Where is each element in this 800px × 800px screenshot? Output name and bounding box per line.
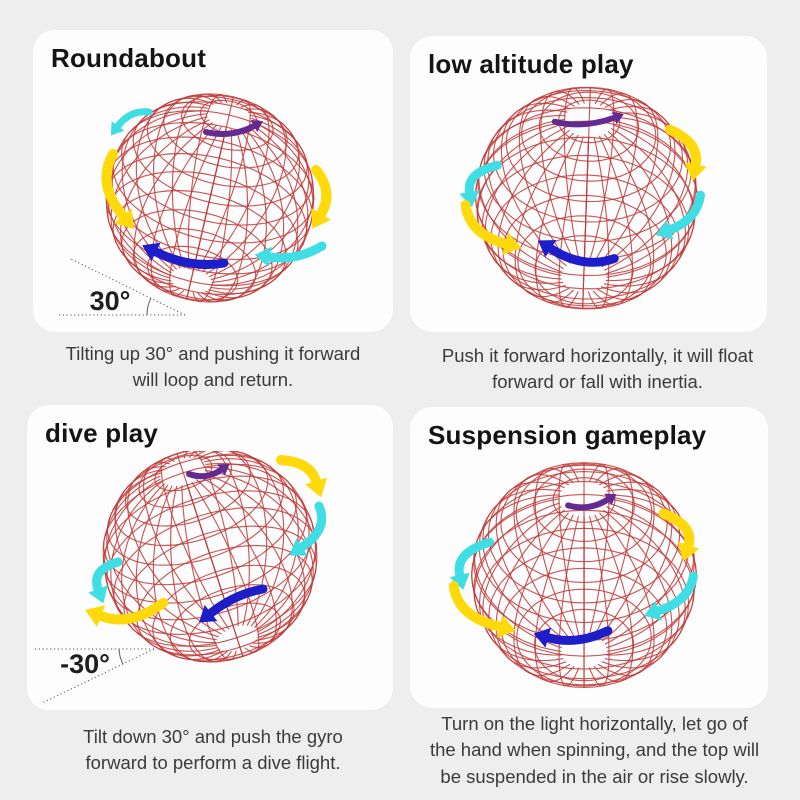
spin-arrow-yellow <box>276 455 327 498</box>
panel-title: low altitude play <box>428 49 634 79</box>
sphere-figure <box>459 86 707 310</box>
panel-title: dive play <box>45 418 159 448</box>
wedge-arc <box>118 649 124 665</box>
wireframe-sphere <box>85 451 327 663</box>
spin-arrow-cyan <box>110 108 153 136</box>
panel-title: Suspension gameplay <box>428 420 707 450</box>
spin-arrow-yellow <box>311 165 332 229</box>
spin-arrow-yellow <box>448 581 516 639</box>
wireframe-sphere <box>448 462 700 689</box>
panel-caption: Push it forward horizontally, it will fl… <box>441 345 754 393</box>
spin-arrow-yellow <box>664 124 707 182</box>
panel-dive-play: dive play -30° <box>27 405 393 710</box>
panel-title: Roundabout <box>51 43 207 73</box>
sphere-figure <box>448 462 700 689</box>
spin-arrow-blue <box>142 242 229 270</box>
spin-arrow-cyan <box>88 557 123 604</box>
sphere-figure: 30° <box>59 93 332 316</box>
spin-arrow-cyan <box>289 501 327 556</box>
panel-low-altitude-play: low altitude play <box>410 36 767 332</box>
sphere-figure: -30° <box>35 451 327 704</box>
spin-arrow-purple <box>551 111 624 128</box>
wedge-slant-line <box>41 648 155 704</box>
spin-arrow-cyan <box>449 537 495 591</box>
spin-arrow-cyan <box>254 241 327 268</box>
spin-arrow-yellow <box>460 200 522 255</box>
spin-arrow-cyan <box>644 571 698 621</box>
spin-arrow-purple <box>186 464 230 480</box>
spin-arrow-purple <box>203 120 263 138</box>
spin-arrow-purple <box>565 493 617 511</box>
angle-label: 30° <box>90 286 131 316</box>
spin-arrow-cyan <box>655 190 706 240</box>
spin-arrow-blue <box>538 240 619 267</box>
spin-arrow-blue <box>199 584 268 623</box>
angle-wedge: 30° <box>59 258 186 316</box>
spin-arrow-yellow <box>85 598 168 627</box>
panel-suspension-gameplay: Suspension gameplay <box>410 407 768 708</box>
spin-arrow-yellow <box>658 508 700 562</box>
spin-arrow-yellow <box>101 149 134 230</box>
angle-label: -30° <box>60 649 110 679</box>
panel-caption: Tilting up 30° and pushing it forward wi… <box>65 343 361 391</box>
panel-caption: Tilt down 30° and push the gyro forward … <box>83 726 343 774</box>
wireframe-sphere <box>459 86 707 310</box>
angle-wedge: -30° <box>35 648 155 704</box>
spin-arrow-blue <box>533 626 613 648</box>
panel-caption: Turn on the light horizontally, let go o… <box>429 713 760 787</box>
panel-roundabout: Roundabout 30° <box>33 30 393 332</box>
wireframe-sphere <box>101 93 332 303</box>
spin-arrow-cyan <box>459 161 502 208</box>
wedge-arc <box>146 298 152 316</box>
